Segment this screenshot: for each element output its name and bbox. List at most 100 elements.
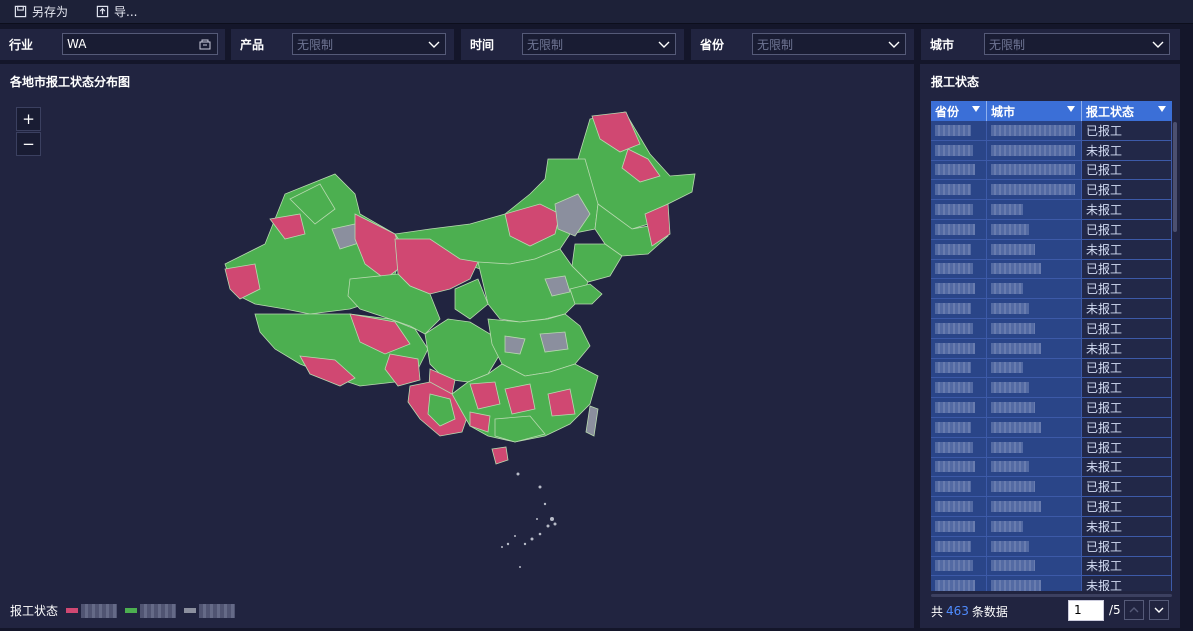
table-row[interactable]: 已报工	[931, 259, 1172, 280]
cell-province	[931, 160, 987, 180]
table-row[interactable]: 未报工	[931, 200, 1172, 220]
cell-city	[987, 457, 1082, 477]
legend-item-reported[interactable]	[125, 603, 177, 618]
next-page-button[interactable]	[1149, 600, 1169, 620]
table-row[interactable]: 已报工	[931, 180, 1172, 201]
table-row[interactable]: 已报工	[931, 477, 1172, 498]
region-central-grey3[interactable]	[504, 335, 526, 355]
china-map[interactable]	[0, 64, 914, 594]
filter-industry: 行业 WA	[0, 29, 225, 60]
table-row[interactable]: 未报工	[931, 576, 1172, 591]
cell-city	[987, 121, 1082, 140]
region-yunnan-mid[interactable]	[427, 393, 456, 427]
region-heilongjiang-north[interactable]	[591, 111, 641, 153]
table-row[interactable]: 已报工	[931, 358, 1172, 379]
table-row[interactable]: 已报工	[931, 279, 1172, 300]
cell-city	[987, 219, 1082, 239]
prev-page-button[interactable]	[1124, 600, 1144, 620]
chevron-down-icon	[428, 41, 440, 48]
cell-province	[931, 219, 987, 239]
sort-arrow-icon[interactable]	[1067, 106, 1075, 112]
cell-status: 已报工	[1082, 180, 1172, 200]
city-select[interactable]: 无限制	[984, 33, 1170, 55]
region-guangxi[interactable]	[469, 381, 501, 410]
region-jilin-east[interactable]	[644, 203, 671, 247]
vertical-scrollbar[interactable]	[1173, 122, 1177, 232]
cell-status: 已报工	[1082, 279, 1172, 299]
region-central-grey[interactable]	[544, 275, 571, 297]
horizontal-scrollbar[interactable]	[931, 594, 1172, 597]
region-tibet-east[interactable]	[384, 353, 421, 387]
table-row[interactable]: 未报工	[931, 239, 1172, 260]
region-xinjiang-west[interactable]	[224, 263, 261, 300]
region-inner-mongolia-grey[interactable]	[554, 193, 591, 237]
sort-arrow-icon[interactable]	[1158, 106, 1166, 112]
region-inner-mongolia-mid[interactable]	[504, 203, 561, 247]
table-row[interactable]: 已报工	[931, 497, 1172, 517]
clear-icon[interactable]	[198, 37, 212, 51]
cell-status: 已报工	[1082, 358, 1172, 378]
region-guangdong[interactable]	[494, 415, 546, 443]
save-as-button[interactable]: 另存为	[14, 3, 68, 20]
pager-suffix: 条数据	[971, 604, 1008, 619]
cell-province	[931, 378, 987, 398]
region-central-grey2[interactable]	[539, 331, 569, 353]
region-gansu-east[interactable]	[454, 278, 489, 320]
table-row[interactable]: 已报工	[931, 378, 1172, 399]
table-panel: 报工状态 省份 城市 报工状态 已报工 未报工 已报工 已报工 未报工 已报工 未报工 已报工…	[920, 64, 1180, 628]
province-select[interactable]: 无限制	[752, 33, 906, 55]
chevron-down-icon	[658, 41, 670, 48]
column-header-city[interactable]: 城市	[987, 101, 1082, 121]
region-heilongjiang-east[interactable]	[621, 148, 661, 183]
column-header-status[interactable]: 报工状态	[1082, 101, 1172, 121]
region-hunan[interactable]	[504, 383, 536, 415]
cell-city	[987, 200, 1082, 219]
table-row[interactable]: 已报工	[931, 417, 1172, 438]
legend-item-none[interactable]	[184, 603, 236, 618]
cell-city	[987, 299, 1082, 318]
legend-item-unreported[interactable]	[66, 603, 118, 618]
region-tibet-south[interactable]	[299, 355, 356, 387]
table-row[interactable]: 未报工	[931, 556, 1172, 577]
sort-arrow-icon[interactable]	[972, 106, 980, 112]
table-row[interactable]: 已报工	[931, 318, 1172, 339]
region-jilin[interactable]	[594, 203, 669, 257]
region-xinjiang-nw[interactable]	[269, 213, 306, 240]
table-row[interactable]: 已报工	[931, 121, 1172, 141]
region-tibet-mid[interactable]	[349, 313, 411, 355]
region-jiangxi[interactable]	[547, 388, 576, 417]
table-row[interactable]: 未报工	[931, 457, 1172, 478]
table-row[interactable]: 未报工	[931, 140, 1172, 161]
region-taiwan[interactable]	[585, 405, 599, 437]
industry-input[interactable]: WA	[62, 33, 218, 55]
zoom-out-button[interactable]: −	[16, 132, 41, 156]
table-row[interactable]: 已报工	[931, 160, 1172, 181]
table-row[interactable]: 已报工	[931, 219, 1172, 240]
table-row[interactable]: 已报工	[931, 398, 1172, 418]
cell-city	[987, 516, 1082, 536]
page-input[interactable]: 1	[1068, 600, 1104, 621]
table-row[interactable]: 已报工	[931, 437, 1172, 458]
region-xinjiang-north[interactable]	[289, 183, 336, 225]
page-total: /5	[1109, 603, 1121, 617]
table-row[interactable]: 未报工	[931, 299, 1172, 319]
column-header-label: 报工状态	[1086, 104, 1135, 119]
region-shandong[interactable]	[569, 283, 603, 305]
cell-city	[987, 576, 1082, 591]
table-row[interactable]: 已报工	[931, 536, 1172, 557]
region-hainan[interactable]	[491, 446, 509, 465]
export-button[interactable]: 导...	[96, 3, 137, 20]
column-header-label: 城市	[991, 104, 1016, 119]
legend-item-label	[140, 603, 177, 618]
region-central[interactable]	[487, 313, 591, 377]
zoom-in-button[interactable]: +	[16, 107, 41, 131]
column-header-province[interactable]: 省份	[931, 101, 987, 121]
cell-status: 已报工	[1082, 497, 1172, 516]
region-south-pink2[interactable]	[469, 411, 491, 433]
region-sichuan[interactable]	[424, 318, 501, 383]
time-select[interactable]: 无限制	[522, 33, 676, 55]
cell-province	[931, 180, 987, 200]
table-row[interactable]: 未报工	[931, 338, 1172, 359]
table-row[interactable]: 未报工	[931, 516, 1172, 537]
product-select[interactable]: 无限制	[292, 33, 446, 55]
